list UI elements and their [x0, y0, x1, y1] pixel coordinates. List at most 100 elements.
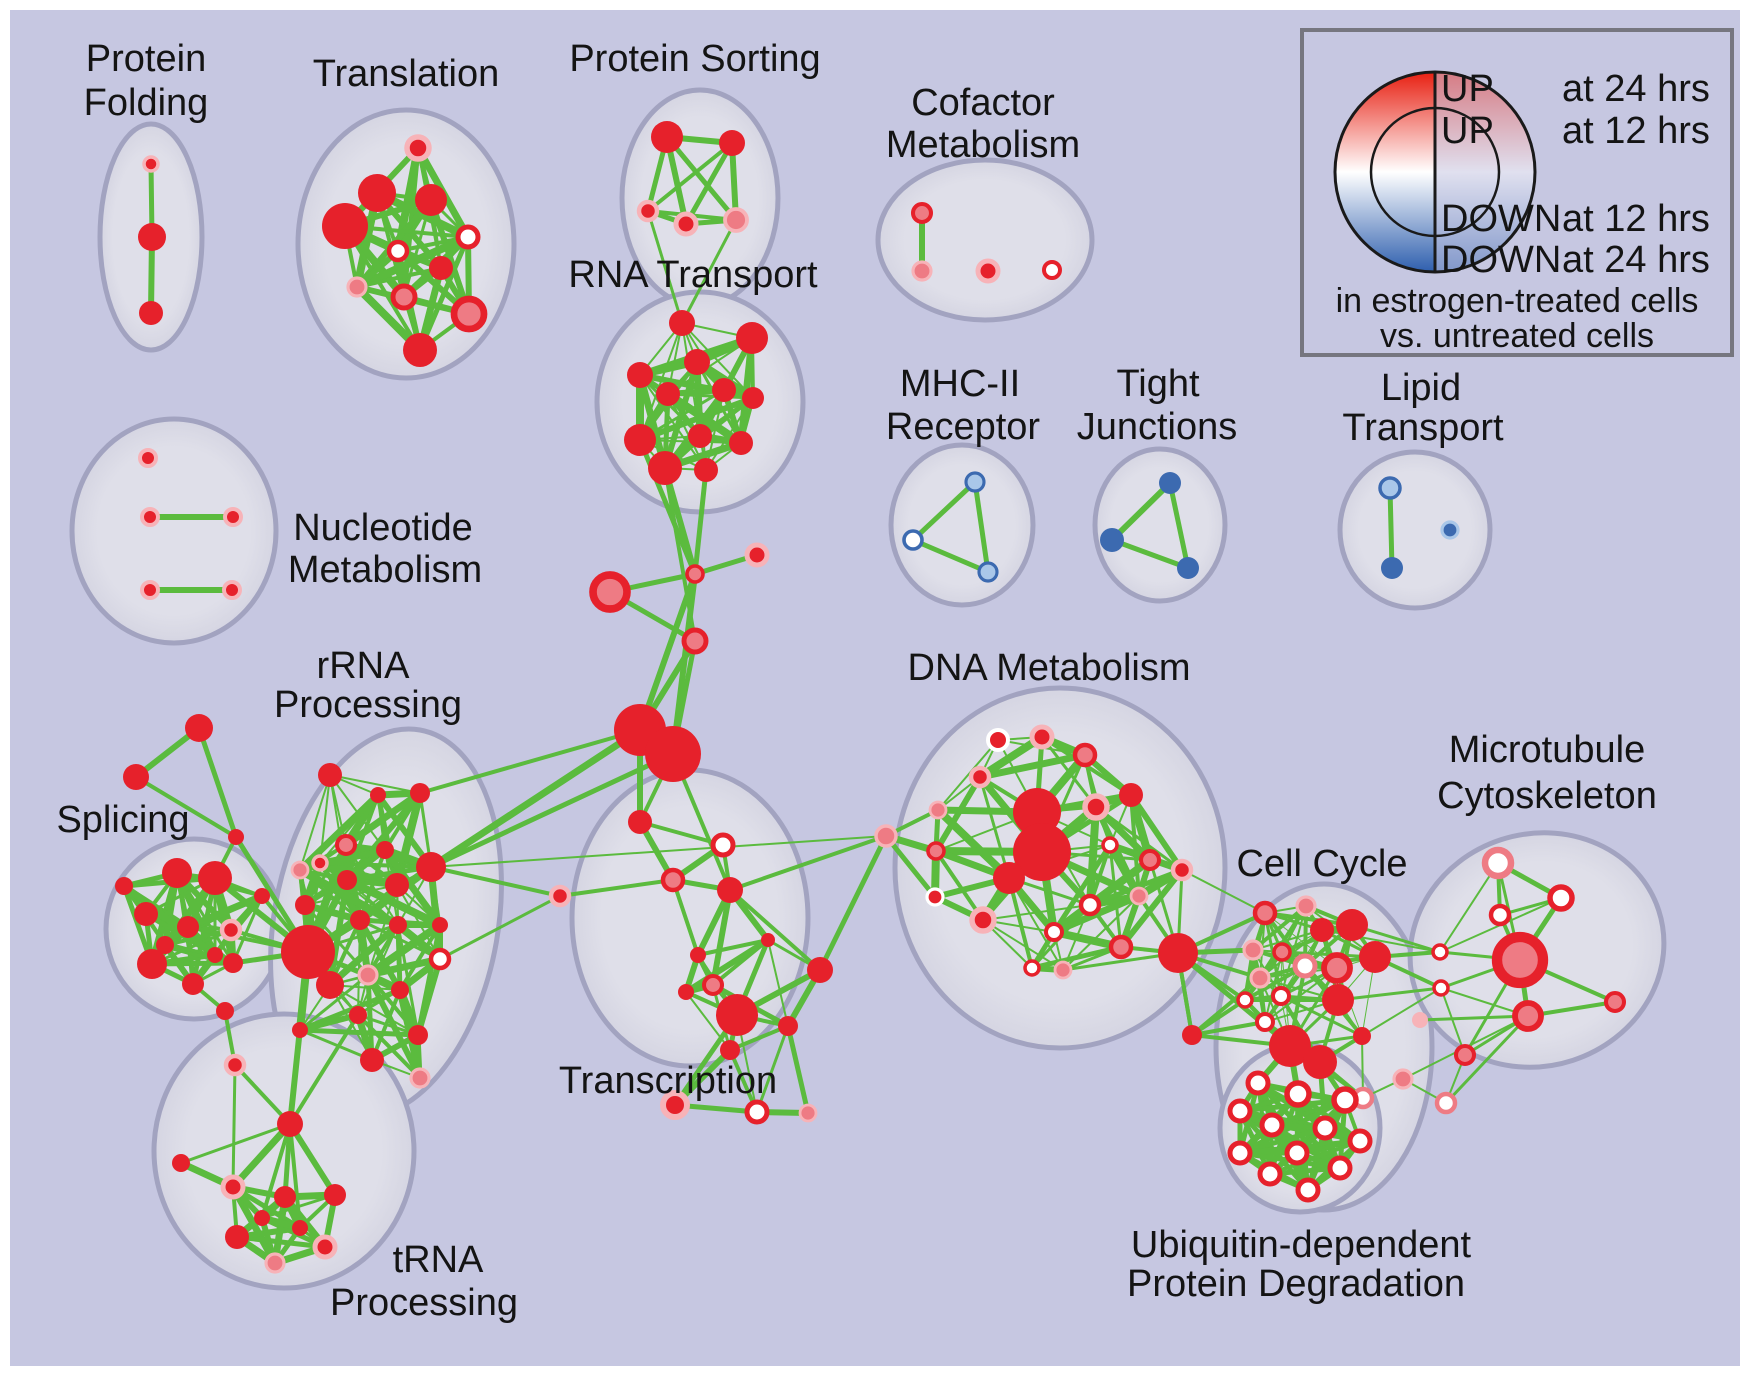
network-node: [1292, 953, 1318, 979]
network-node: [710, 832, 736, 858]
network-edge: [728, 1024, 790, 1052]
cluster-label-rrna: rRNA: [317, 645, 411, 687]
network-node: [1177, 557, 1199, 579]
network-node: [628, 810, 652, 834]
cluster-label-trna: tRNA: [393, 1239, 484, 1281]
network-node: [1272, 942, 1292, 962]
cluster-label-pf: Protein: [86, 38, 206, 80]
network-node: [429, 256, 453, 280]
network-node: [254, 888, 270, 904]
network-edge: [972, 479, 991, 575]
network-edge: [260, 1122, 292, 1220]
legend-direction-label: UP: [1441, 68, 1494, 110]
network-node: [1488, 903, 1512, 927]
network-node: [404, 134, 432, 162]
network-node: [410, 783, 430, 803]
cluster-label-nuc: Nucleotide: [293, 507, 473, 549]
network-edge: [1251, 904, 1308, 952]
network-edge: [1387, 485, 1395, 571]
cluster-label-cc: Cell Cycle: [1236, 843, 1407, 885]
network-node: [177, 916, 199, 938]
network-node: [1053, 960, 1073, 980]
network-edge: [728, 834, 888, 892]
network-node: [316, 971, 344, 999]
network-node: [140, 580, 160, 600]
network-node: [350, 910, 370, 930]
network-node: [370, 787, 386, 803]
network-edge: [288, 1122, 302, 1230]
network-node: [986, 728, 1010, 752]
network-node: [1271, 986, 1291, 1006]
network-node: [386, 239, 410, 263]
network-node: [322, 203, 368, 249]
network-node: [694, 458, 718, 482]
network-node: [254, 1210, 270, 1226]
network-edge: [664, 134, 739, 223]
network-node: [277, 1111, 303, 1137]
cluster-label-txn: Transcription: [559, 1060, 777, 1102]
network-node: [1013, 823, 1071, 881]
network-edge: [1129, 793, 1141, 898]
network-edge: [230, 1121, 293, 1190]
network-node: [778, 1016, 798, 1036]
nodes-layer: [115, 121, 1627, 1274]
network-edge: [1361, 987, 1442, 1037]
network-node: [391, 981, 409, 999]
network-node: [385, 873, 409, 897]
network-node: [636, 199, 660, 223]
network-node: [311, 854, 329, 872]
network-node: [138, 223, 166, 251]
network-node: [357, 964, 379, 986]
network-node: [1023, 959, 1041, 977]
network-node: [225, 1225, 249, 1249]
cluster-label-cof: Cofactor: [911, 82, 1055, 124]
network-edge: [646, 209, 684, 325]
network-node: [1512, 1000, 1544, 1032]
network-node: [1453, 1043, 1477, 1067]
network-node: [701, 973, 725, 997]
network-edge: [296, 866, 402, 929]
network-node: [416, 852, 446, 882]
network-node: [964, 471, 986, 493]
cluster-label-ub: Protein Degradation: [1127, 1263, 1465, 1305]
network-node: [928, 800, 948, 820]
network-node: [1310, 918, 1334, 942]
network-edge: [767, 939, 789, 1027]
network-edge: [1118, 867, 1185, 950]
cluster-label-spl: Splicing: [56, 799, 189, 841]
network-node: [137, 949, 167, 979]
network-edge: [398, 923, 442, 992]
network-node: [1327, 1155, 1353, 1181]
network-edge: [287, 1121, 338, 1198]
network-node: [1252, 900, 1278, 926]
network-node: [1242, 939, 1264, 961]
network-edge: [692, 467, 709, 577]
network-node: [1227, 1140, 1253, 1166]
network-edge: [1029, 944, 1124, 971]
network-edge: [558, 878, 675, 898]
network-node: [719, 130, 745, 156]
network-node: [968, 765, 992, 789]
network-edge: [937, 739, 999, 811]
network-edge: [356, 1013, 422, 1080]
network-node: [1322, 984, 1354, 1016]
network-node: [182, 973, 204, 995]
network-node: [1603, 990, 1627, 1014]
network-edge: [1264, 951, 1283, 1023]
network-edge: [343, 876, 444, 929]
legend-direction-label: UP: [1441, 110, 1494, 152]
network-node: [207, 947, 223, 963]
network-node: [690, 947, 706, 963]
network-node: [975, 258, 1001, 284]
network-node: [1108, 934, 1134, 960]
network-node: [223, 507, 243, 527]
network-node: [264, 1252, 286, 1274]
network-edge: [663, 466, 697, 643]
cluster-ellipse-nuc: [69, 416, 279, 646]
network-node: [1082, 793, 1110, 821]
network-edge: [683, 937, 771, 995]
network-node: [142, 155, 160, 173]
network-node: [1440, 520, 1460, 540]
network-node: [1347, 1128, 1373, 1154]
